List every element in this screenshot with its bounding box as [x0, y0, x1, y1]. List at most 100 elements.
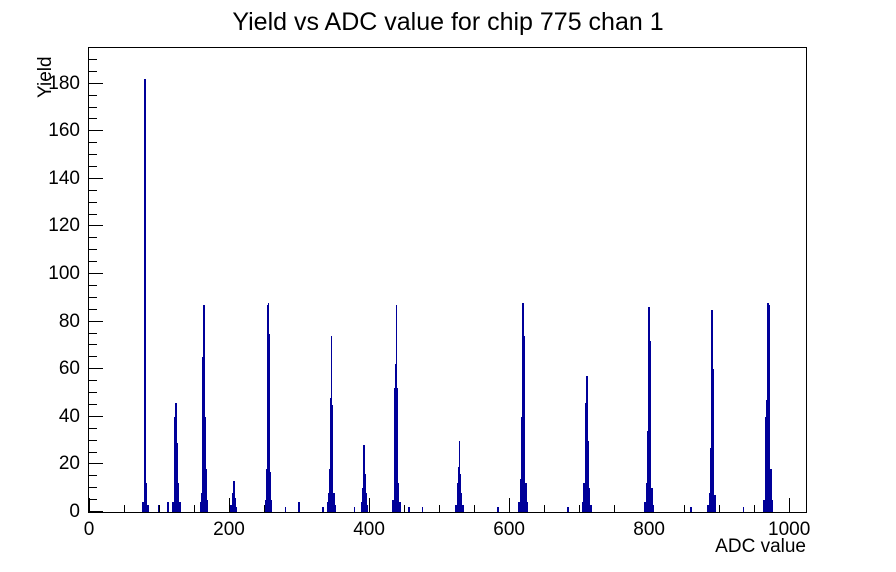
y-tick-label: 100	[48, 263, 80, 285]
histogram-bar	[523, 416, 526, 512]
y-tick-label: 180	[48, 72, 80, 94]
y-tick	[89, 213, 97, 215]
histogram-bar	[399, 502, 401, 512]
histogram-bar	[394, 388, 396, 512]
histogram-bar	[142, 502, 144, 512]
y-tick	[89, 82, 103, 84]
histogram-bar	[712, 452, 715, 512]
y-tick	[89, 332, 97, 334]
histogram-bar	[586, 376, 588, 512]
y-tick	[89, 308, 97, 310]
histogram-bar	[268, 454, 271, 512]
chart-title: Yield vs ADC value for chip 775 chan 1	[232, 8, 664, 36]
histogram-bar	[395, 305, 398, 512]
y-tick	[89, 320, 103, 322]
y-tick	[89, 154, 97, 156]
y-tick	[89, 118, 97, 120]
histogram-bar	[588, 488, 591, 512]
histogram-bar	[363, 445, 365, 512]
x-tick-label: 0	[83, 519, 95, 540]
histogram-bar	[392, 500, 394, 512]
histogram-bar	[270, 500, 272, 512]
y-tick-label: 0	[69, 501, 80, 522]
histogram-bar	[327, 502, 329, 512]
histogram-bar	[408, 507, 410, 512]
x-tick	[403, 505, 405, 512]
y-tick	[89, 439, 97, 441]
y-tick	[89, 296, 97, 298]
y-tick	[89, 487, 97, 489]
histogram-bar	[397, 483, 400, 512]
histogram-bar	[328, 492, 330, 512]
x-tick	[683, 505, 685, 512]
histogram-bar	[233, 481, 235, 512]
x-tick-label: 800	[633, 519, 665, 540]
histogram-bar	[767, 302, 769, 512]
histogram-bar	[587, 440, 589, 512]
y-tick	[89, 249, 97, 251]
x-tick	[263, 505, 265, 512]
histogram-bar	[230, 504, 232, 512]
x-tick	[123, 505, 125, 512]
histogram-bar	[714, 495, 716, 512]
histogram-bar	[362, 488, 364, 512]
histogram-bar	[143, 466, 145, 512]
histogram-bar	[179, 502, 181, 512]
histogram-bar	[768, 305, 770, 512]
y-tick-label: 40	[58, 405, 80, 427]
histogram-bar	[766, 305, 769, 512]
histogram-bar	[710, 362, 713, 512]
y-tick	[89, 142, 97, 144]
histogram-bar	[266, 305, 269, 512]
x-tick	[788, 498, 790, 512]
y-tick	[89, 415, 103, 417]
histogram-bar	[396, 388, 398, 512]
x-tick	[508, 498, 510, 512]
histogram-bar	[236, 507, 238, 512]
histogram-bar	[765, 416, 767, 512]
histogram-bar	[267, 302, 269, 512]
histogram-bar	[360, 502, 363, 512]
y-tick	[89, 130, 103, 132]
histogram-bar	[766, 400, 768, 512]
histogram-bar	[712, 369, 714, 512]
histogram-bar	[203, 359, 206, 512]
histogram-bar	[708, 492, 711, 512]
histogram-bar	[266, 469, 268, 512]
histogram-bar	[763, 500, 765, 512]
histogram-bar	[202, 357, 204, 512]
x-tick-label: 1000	[768, 519, 811, 540]
y-tick	[89, 237, 97, 239]
plot-area	[88, 48, 806, 512]
y-tick	[89, 106, 97, 108]
histogram-bar	[353, 507, 356, 512]
x-tick	[368, 498, 370, 512]
histogram-bar	[455, 504, 457, 512]
y-tick	[89, 225, 103, 227]
x-tick	[228, 498, 230, 512]
y-tick	[89, 344, 97, 346]
y-tick	[89, 511, 103, 512]
y-tick-label: 140	[48, 167, 80, 189]
y-tick	[89, 201, 97, 203]
histogram-bar	[648, 307, 650, 512]
histogram-bar	[203, 305, 205, 512]
histogram-bar	[583, 483, 585, 512]
histogram-bar	[770, 469, 772, 512]
y-tick	[89, 368, 103, 370]
x-tick	[158, 505, 160, 512]
histogram-bar	[298, 502, 300, 512]
histogram-bar	[393, 440, 395, 512]
y-tick	[89, 403, 97, 405]
histogram-bar	[365, 492, 367, 512]
y-tick-label: 80	[58, 310, 80, 332]
histogram-bar	[145, 274, 147, 512]
histogram-bar	[172, 502, 174, 512]
y-tick	[89, 499, 97, 501]
histogram-bar	[175, 426, 178, 512]
x-tick	[193, 505, 195, 512]
histogram-bar	[145, 483, 148, 512]
histogram-bar	[523, 335, 525, 512]
histogram-bar	[285, 507, 287, 512]
